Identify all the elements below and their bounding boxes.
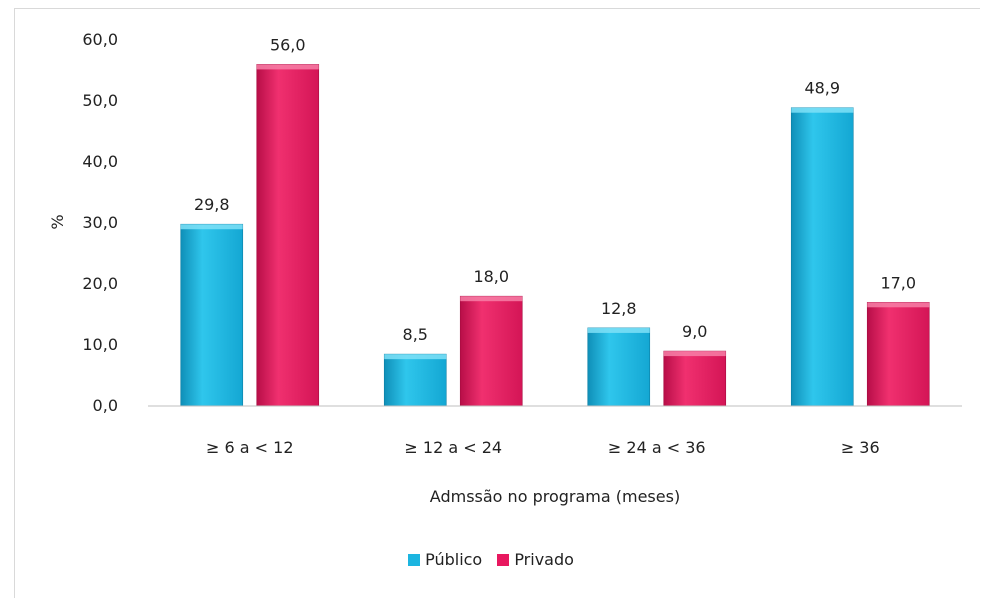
y-tick-label: 60,0 <box>82 30 118 49</box>
bar-highlight <box>180 224 243 230</box>
bar-value-label: 17,0 <box>880 273 916 292</box>
y-tick-label: 30,0 <box>82 213 118 232</box>
chart-frame <box>14 8 980 598</box>
legend-swatch-publico <box>408 553 421 566</box>
bar-value-label: 8,5 <box>403 325 428 344</box>
bar-publico <box>790 107 854 407</box>
bar-highlight <box>587 327 650 333</box>
legend-label-publico: Público <box>425 550 483 569</box>
legend-item-privado: Privado <box>497 550 574 569</box>
bar-publico <box>383 353 447 407</box>
bar-highlight <box>791 107 854 113</box>
bar-highlight <box>663 351 726 357</box>
legend-label-privado: Privado <box>514 550 574 569</box>
bar-value-label: 9,0 <box>682 322 707 341</box>
y-tick-label: 0,0 <box>93 396 118 415</box>
bar-value-label: 48,9 <box>804 79 840 98</box>
bar-highlight <box>460 296 523 302</box>
legend: Público Privado <box>0 550 982 570</box>
bar-value-label: 18,0 <box>473 267 509 286</box>
bars: 29,8 56,0 8,5 18,0 12,8 9,0 48,9 17,0 <box>180 35 930 407</box>
bar-privado <box>866 301 930 407</box>
legend-item-publico: Público <box>408 550 482 569</box>
bar-privado <box>256 64 320 407</box>
x-tick-label: ≥ 12 a < 24 <box>404 438 502 457</box>
legend-swatch-privado <box>497 553 510 566</box>
y-axis-ticks: 0,0 10,0 20,0 30,0 40,0 50,0 60,0 <box>82 30 118 415</box>
y-tick-label: 40,0 <box>82 152 118 171</box>
bar-highlight <box>384 354 447 360</box>
x-tick-label: ≥ 36 <box>841 438 880 457</box>
x-axis-title: Admssão no programa (meses) <box>430 487 680 506</box>
y-axis-title: % <box>48 214 67 229</box>
y-tick-label: 50,0 <box>82 91 118 110</box>
y-tick-label: 10,0 <box>82 335 118 354</box>
bar-privado <box>459 295 523 407</box>
x-tick-label: ≥ 24 a < 36 <box>608 438 706 457</box>
y-tick-label: 20,0 <box>82 274 118 293</box>
x-tick-label: ≥ 6 a < 12 <box>206 438 294 457</box>
bar-publico <box>587 327 651 407</box>
bar-publico <box>180 223 244 407</box>
x-axis-ticks: ≥ 6 a < 12 ≥ 12 a < 24 ≥ 24 a < 36 ≥ 36 <box>206 438 880 457</box>
bar-highlight <box>867 302 930 308</box>
bar-privado <box>663 350 727 407</box>
bar-highlight <box>256 64 319 70</box>
bar-value-label: 56,0 <box>270 35 306 54</box>
bar-value-label: 29,8 <box>194 195 230 214</box>
bar-value-label: 12,8 <box>601 299 637 318</box>
